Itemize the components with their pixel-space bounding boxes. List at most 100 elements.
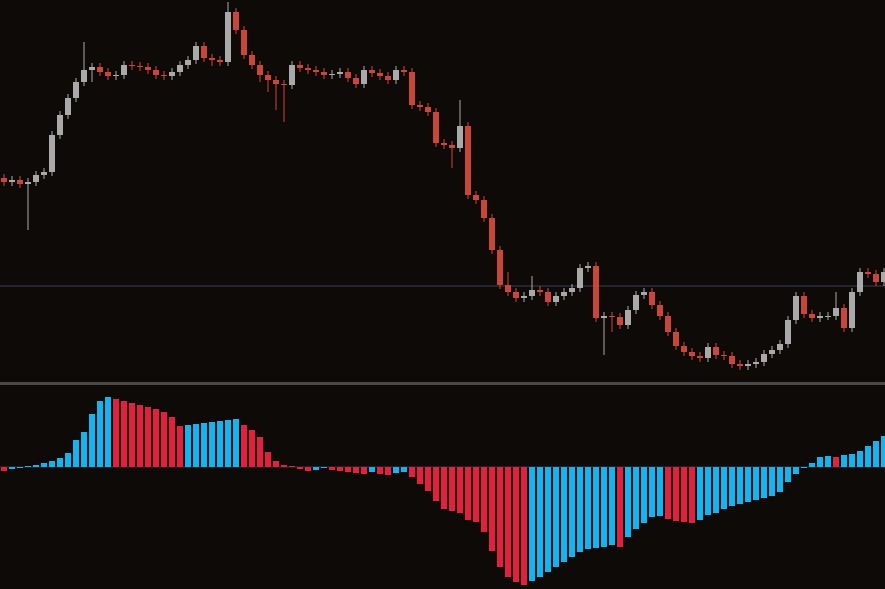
candle-body	[65, 98, 71, 115]
candle-body	[449, 145, 455, 148]
candle-body	[665, 316, 671, 332]
histogram-bar	[89, 414, 95, 467]
candle-body	[521, 296, 527, 298]
candle-body	[281, 84, 287, 85]
histogram-bar	[177, 426, 183, 467]
histogram-bar	[777, 467, 783, 492]
candle-body	[177, 65, 183, 72]
candle-body	[609, 316, 615, 317]
histogram-bar	[865, 446, 871, 467]
candle-body	[841, 308, 847, 328]
panel-separator	[0, 382, 885, 385]
histogram-bar	[41, 463, 47, 467]
histogram-bar	[561, 467, 567, 562]
candle-body	[673, 332, 679, 346]
candle-body	[641, 292, 647, 295]
candle-body	[161, 75, 167, 76]
histogram-bar	[617, 467, 623, 547]
histogram-bar	[161, 412, 167, 467]
histogram-bar	[289, 466, 295, 467]
histogram-bar	[73, 440, 79, 467]
histogram-bar	[225, 420, 231, 467]
candle-body	[561, 292, 567, 296]
histogram-bar	[433, 467, 439, 501]
histogram-bar	[353, 467, 359, 473]
histogram-bar	[641, 467, 647, 523]
histogram-bar	[465, 467, 471, 520]
candle-body	[569, 288, 575, 292]
histogram-bar	[169, 417, 175, 467]
candle-body	[321, 72, 327, 75]
candle-body	[353, 78, 359, 84]
histogram-bar	[513, 467, 519, 582]
histogram-bar	[481, 467, 487, 532]
histogram-bar	[489, 467, 495, 551]
candle-body	[369, 70, 375, 73]
histogram-bar	[185, 425, 191, 467]
histogram-bar	[113, 399, 119, 467]
histogram-bar	[849, 454, 855, 467]
histogram-bar	[681, 467, 687, 522]
candle-body	[697, 356, 703, 358]
histogram-bar	[329, 467, 335, 470]
histogram-bar	[281, 465, 287, 467]
candle-body	[417, 105, 423, 107]
candle-body	[433, 112, 439, 143]
candle-body	[801, 296, 807, 314]
candle-body	[441, 143, 447, 145]
histogram-bar	[393, 467, 399, 473]
histogram-bar	[857, 451, 863, 467]
histogram-bar	[49, 461, 55, 467]
histogram-bar	[273, 461, 279, 467]
histogram-bar	[761, 467, 767, 498]
candle-body	[289, 65, 295, 85]
candle-body	[33, 175, 39, 182]
candle-body	[457, 126, 463, 148]
candle-body	[625, 310, 631, 325]
candle-body	[233, 12, 239, 30]
candle-body	[137, 66, 143, 67]
candle-body	[785, 320, 791, 344]
candle-body	[497, 250, 503, 285]
candle-body	[9, 180, 15, 182]
candle-body	[721, 355, 727, 356]
histogram-bar	[657, 467, 663, 516]
candle-body	[537, 290, 543, 292]
candle-body	[793, 296, 799, 320]
candle-body	[489, 218, 495, 250]
histogram-bar	[825, 456, 831, 467]
candle-body	[1, 178, 7, 182]
histogram-bar	[401, 467, 407, 472]
candle-body	[825, 316, 831, 317]
histogram-bar	[801, 467, 807, 468]
histogram-bar	[769, 467, 775, 496]
histogram-bar	[497, 467, 503, 567]
histogram-bar	[601, 467, 607, 547]
histogram-bar	[361, 467, 367, 474]
candle-body	[49, 135, 55, 172]
candle-body	[745, 364, 751, 366]
candle-body	[185, 60, 191, 65]
histogram-bar	[457, 467, 463, 513]
histogram-bar	[713, 467, 719, 513]
histogram-bar	[1, 467, 7, 471]
histogram-bar	[449, 467, 455, 511]
candle-body	[105, 72, 111, 76]
candle-body	[393, 70, 399, 80]
histogram-bar	[609, 467, 615, 545]
histogram-bar	[473, 467, 479, 522]
candle-body	[881, 272, 885, 282]
histogram-bar	[729, 467, 735, 506]
histogram-bar	[785, 467, 791, 482]
candle-body	[241, 30, 247, 55]
histogram-bar	[633, 467, 639, 529]
candle-body	[513, 292, 519, 298]
histogram-bar	[153, 409, 159, 467]
histogram-bar	[241, 425, 247, 467]
histogram-bar	[545, 467, 551, 572]
histogram-bar	[873, 441, 879, 467]
histogram-bar	[441, 467, 447, 509]
histogram-bar	[409, 467, 415, 477]
histogram-bar	[753, 467, 759, 500]
